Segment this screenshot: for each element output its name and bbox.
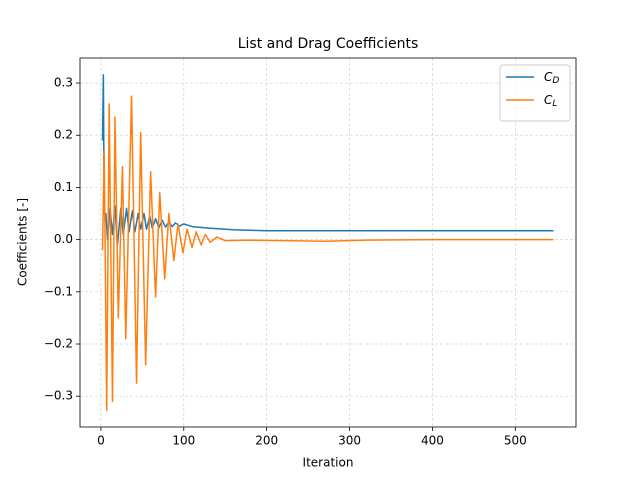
y-tick-label: 0.2 (54, 128, 73, 142)
y-axis-label: Coefficients [-] (16, 198, 30, 286)
y-tick-label: 0.3 (54, 76, 73, 90)
x-tick-label: 400 (421, 434, 444, 448)
x-tick-label: 500 (504, 434, 527, 448)
x-axis-label: Iteration (303, 456, 354, 470)
data-line (101, 95, 554, 412)
legend-label: CD (544, 70, 559, 86)
y-tick-label: 0.0 (54, 232, 73, 246)
x-tick-label: 0 (97, 434, 105, 448)
chart-title: List and Drag Coefficients (238, 36, 419, 52)
y-tick-label: −0.2 (44, 337, 73, 351)
y-tick-label: −0.3 (44, 389, 73, 403)
legend-box (499, 64, 571, 122)
x-tick-label: 300 (338, 434, 361, 448)
data-line (101, 73, 554, 246)
y-tick-label: −0.1 (44, 284, 73, 298)
plot-frame (79, 57, 577, 428)
y-tick-label: 0.1 (54, 180, 73, 194)
x-tick-label: 100 (172, 434, 195, 448)
x-tick-label: 200 (255, 434, 278, 448)
legend-label: CL (544, 93, 557, 109)
